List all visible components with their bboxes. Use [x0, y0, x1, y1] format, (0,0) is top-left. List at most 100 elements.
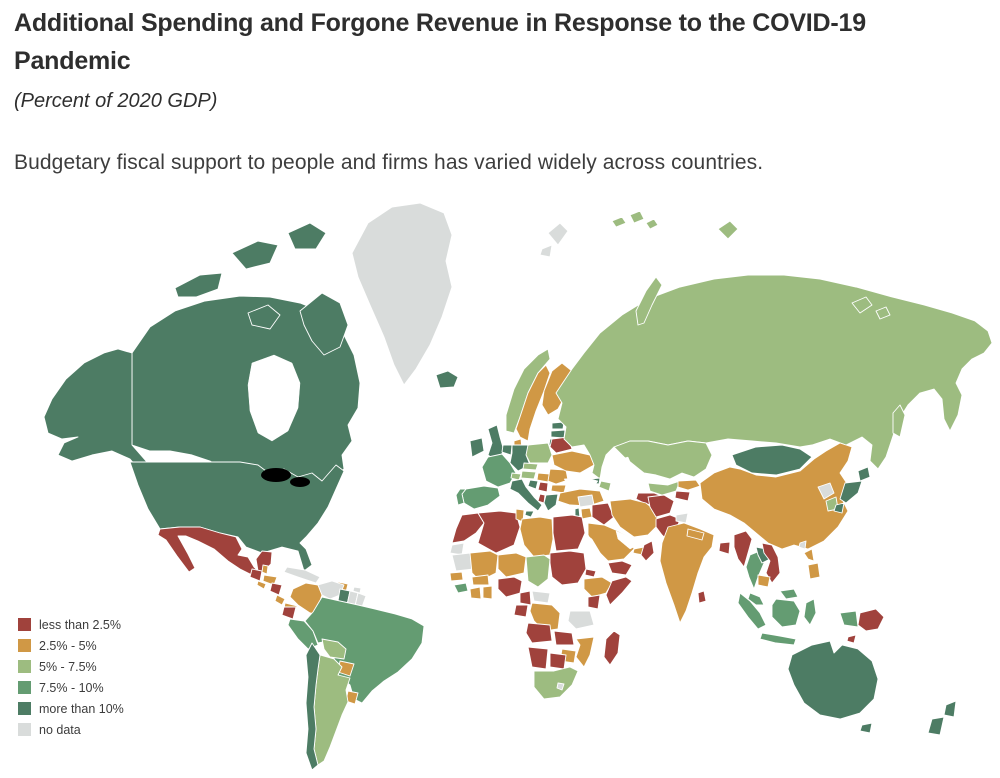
country-kyrgyzstan[interactable]: [677, 479, 701, 491]
country-ecuador[interactable]: [281, 606, 297, 620]
country-mali[interactable]: [469, 550, 499, 582]
country-canada-arctic-1[interactable]: [174, 272, 223, 298]
country-mozambique[interactable]: [575, 636, 595, 668]
country-azerbaijan[interactable]: [598, 480, 612, 492]
country-belize[interactable]: [261, 564, 269, 575]
country-bolivia[interactable]: [321, 638, 347, 660]
country-senegal[interactable]: [449, 571, 464, 582]
country-indonesia-sumatra[interactable]: [737, 592, 767, 630]
country-western-sahara[interactable]: [449, 542, 465, 556]
country-tanzania[interactable]: [567, 610, 595, 630]
country-croatia[interactable]: [527, 479, 539, 490]
country-canada-arctic-3[interactable]: [287, 222, 327, 250]
country-italy-sicily[interactable]: [524, 510, 535, 518]
country-spain[interactable]: [461, 485, 501, 510]
country-philippines-luzon[interactable]: [803, 548, 815, 562]
country-taiwan[interactable]: [798, 540, 807, 550]
country-romania[interactable]: [547, 468, 569, 485]
country-niger[interactable]: [497, 552, 527, 578]
country-india[interactable]: [659, 522, 715, 624]
country-sudan[interactable]: [549, 550, 587, 586]
country-el-salvador[interactable]: [256, 580, 267, 590]
country-canada-baffin[interactable]: [299, 292, 349, 356]
country-estonia[interactable]: [551, 421, 565, 430]
country-timor-leste[interactable]: [846, 634, 857, 644]
country-nigeria[interactable]: [497, 576, 523, 598]
country-russia-new-siberian[interactable]: [851, 296, 891, 320]
country-south-africa[interactable]: [533, 666, 579, 700]
country-russia-sakhalin[interactable]: [892, 404, 906, 438]
country-philippines-mindanao[interactable]: [807, 562, 821, 580]
country-new-zealand-south[interactable]: [927, 716, 945, 736]
country-myanmar[interactable]: [733, 530, 753, 568]
country-malaysia[interactable]: [747, 592, 765, 606]
country-costa-rica[interactable]: [274, 594, 286, 606]
country-madagascar[interactable]: [603, 630, 621, 666]
country-austria[interactable]: [520, 470, 537, 480]
country-russia-novaya-zemlya[interactable]: [635, 276, 663, 326]
country-japan-honshu[interactable]: [839, 480, 863, 504]
country-cuba[interactable]: [283, 566, 321, 584]
country-indonesia-java[interactable]: [759, 632, 797, 646]
country-iran[interactable]: [609, 498, 659, 538]
country-vietnam[interactable]: [761, 542, 781, 584]
country-algeria[interactable]: [477, 510, 521, 554]
country-libya[interactable]: [519, 516, 554, 558]
country-iceland[interactable]: [435, 370, 459, 389]
country-yemen[interactable]: [607, 560, 633, 576]
region-kashmir[interactable]: [675, 512, 689, 524]
country-chile[interactable]: [305, 642, 321, 771]
country-new-zealand-north[interactable]: [943, 700, 957, 718]
country-sri-lanka[interactable]: [697, 590, 707, 604]
country-japan-kyushu[interactable]: [833, 502, 845, 514]
country-burkina-faso[interactable]: [471, 574, 490, 586]
country-malaysia-borneo[interactable]: [779, 588, 799, 600]
country-somalia[interactable]: [605, 576, 633, 606]
country-botswana[interactable]: [549, 652, 567, 670]
country-kazakhstan[interactable]: [613, 440, 713, 480]
country-papua-new-guinea[interactable]: [857, 608, 885, 632]
country-greece[interactable]: [543, 493, 559, 512]
country-france[interactable]: [481, 453, 517, 488]
country-iraq[interactable]: [591, 502, 615, 526]
country-sweden[interactable]: [515, 364, 551, 442]
country-central-african-republic[interactable]: [531, 590, 551, 604]
country-czechia[interactable]: [522, 462, 539, 471]
country-angola[interactable]: [525, 622, 553, 644]
country-latvia[interactable]: [550, 429, 566, 439]
country-brazil[interactable]: [304, 596, 425, 704]
country-lesotho[interactable]: [556, 682, 565, 691]
country-russia[interactable]: [555, 274, 993, 480]
country-afghanistan[interactable]: [647, 494, 675, 518]
country-namibia[interactable]: [527, 646, 549, 670]
country-ghana[interactable]: [482, 585, 493, 600]
country-kenya[interactable]: [587, 594, 601, 610]
country-canada-victoria[interactable]: [247, 304, 281, 330]
country-bangladesh[interactable]: [718, 541, 731, 555]
country-portugal[interactable]: [455, 488, 467, 506]
country-ireland[interactable]: [469, 437, 485, 458]
country-eritrea[interactable]: [584, 568, 597, 578]
country-guatemala[interactable]: [249, 568, 263, 582]
country-indonesia-sulawesi[interactable]: [803, 598, 817, 626]
country-mongolia[interactable]: [731, 444, 813, 476]
country-australia-tasmania[interactable]: [859, 722, 873, 734]
country-nicaragua[interactable]: [269, 582, 283, 596]
country-zambia[interactable]: [553, 630, 575, 646]
country-canada-arctic-2[interactable]: [231, 240, 279, 270]
country-greenland[interactable]: [351, 202, 453, 386]
country-serbia[interactable]: [537, 481, 549, 493]
country-russia-severnaya[interactable]: [717, 220, 739, 240]
country-svalbard[interactable]: [539, 222, 569, 258]
country-cambodia[interactable]: [757, 574, 771, 588]
country-indonesia-kalimantan[interactable]: [771, 598, 801, 628]
country-japan-hokkaido[interactable]: [857, 466, 871, 482]
country-egypt[interactable]: [552, 514, 586, 552]
country-north-korea[interactable]: [817, 482, 835, 500]
country-poland[interactable]: [524, 442, 553, 464]
country-oman[interactable]: [640, 540, 655, 562]
country-ivory-coast[interactable]: [469, 586, 482, 600]
country-nepal[interactable]: [686, 528, 705, 541]
country-cameroon[interactable]: [519, 590, 532, 606]
country-australia[interactable]: [787, 640, 879, 720]
